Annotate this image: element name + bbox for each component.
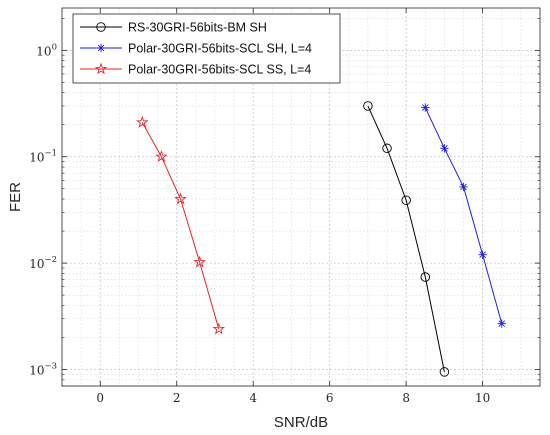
legend-marker: [94, 62, 108, 75]
legend-label: Polar-30GRI-56bits-SCL SS, L=4: [128, 63, 311, 77]
y-tick-base: 10: [29, 151, 44, 165]
y-tick-label: 10−3: [29, 362, 57, 378]
data-point-asterisk: [440, 144, 449, 153]
legend-label: RS-30GRI-56bits-BM SH: [128, 21, 267, 35]
data-point-pentagram: [193, 255, 206, 268]
x-tick-label: 8: [402, 391, 410, 405]
y-axis-label: FER: [7, 182, 24, 212]
series-line: [367, 105, 445, 372]
data-point-circle: [439, 367, 450, 377]
data-point-pentagram: [174, 192, 187, 205]
y-tick-exponent: −2: [44, 255, 57, 265]
x-tick-label: 10: [475, 391, 490, 405]
y-tick-exponent: 0: [52, 42, 57, 52]
x-axis-label: SNR/dB: [274, 414, 328, 431]
data-point-asterisk: [478, 250, 487, 259]
legend-marker: [96, 43, 106, 53]
legend-entry: RS-30GRI-56bits-BM SH: [80, 21, 267, 35]
y-tick-exponent: −3: [44, 362, 57, 372]
x-tick-label: 4: [249, 391, 257, 405]
data-point-asterisk: [497, 319, 506, 328]
series-layer: [136, 101, 506, 377]
x-tick-label: 0: [96, 391, 104, 405]
series-line: [141, 122, 220, 330]
y-tick-base: 10: [29, 257, 44, 271]
data-point-asterisk: [459, 182, 468, 192]
y-tick-base: 10: [29, 364, 44, 378]
data-point-asterisk: [421, 103, 430, 112]
y-tick-label: 100: [36, 42, 57, 58]
x-tick-label: 2: [173, 391, 181, 405]
legend-entry: Polar-30GRI-56bits-SCL SH, L=4: [80, 42, 312, 56]
plot-frame: [61, 7, 541, 387]
data-point-pentagram: [136, 115, 149, 128]
y-tick-exponent: −1: [44, 149, 57, 159]
y-tick-label: 10−2: [29, 255, 57, 271]
y-tick-base: 10: [36, 44, 51, 58]
data-point-circle: [363, 101, 373, 111]
legend-entry: Polar-30GRI-56bits-SCL SS, L=4: [80, 62, 311, 77]
legend: RS-30GRI-56bits-BM SH Polar-30GRI-56bits-…: [72, 13, 341, 84]
data-point-pentagram: [212, 322, 226, 335]
y-tick-label: 10−1: [29, 149, 57, 165]
series-1: [363, 101, 450, 377]
data-point-circle: [401, 195, 411, 205]
data-point-circle: [420, 272, 431, 282]
legend-marker: [96, 22, 106, 32]
data-point-circle: [382, 143, 392, 154]
legend-label: Polar-30GRI-56bits-SCL SH, L=4: [128, 42, 312, 56]
x-tick-label: 6: [326, 391, 334, 405]
series-2: [421, 103, 506, 328]
data-point-pentagram: [155, 150, 168, 163]
series-3: [136, 115, 226, 335]
